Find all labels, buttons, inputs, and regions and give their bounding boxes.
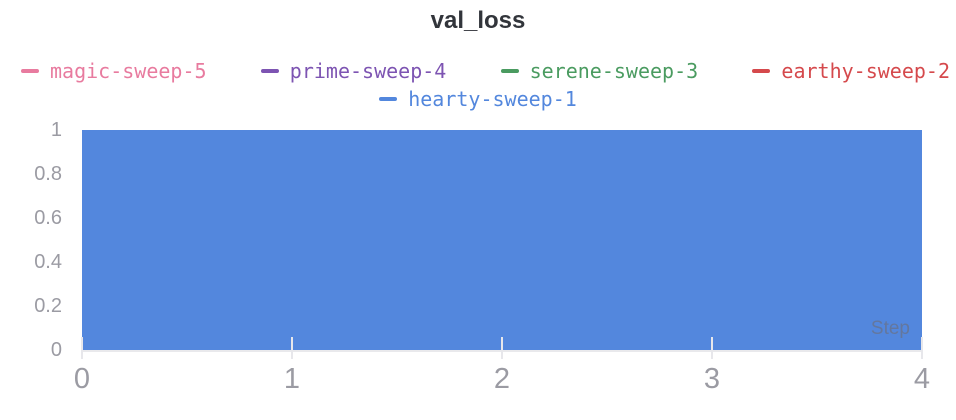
legend-item-hearty-sweep-1[interactable]: hearty-sweep-1: [379, 87, 577, 111]
chart-title: val_loss: [430, 7, 526, 34]
legend-label: magic-sweep-5: [50, 59, 207, 83]
legend-label: prime-sweep-4: [289, 59, 447, 83]
y-tick-label: 1: [50, 119, 62, 141]
legend-row-2: hearty-sweep-1: [0, 85, 956, 113]
series-area-hearty-sweep-1[interactable]: [82, 130, 922, 350]
legend-row-1: magic-sweep-5 prime-sweep-4 serene-sweep-3…: [0, 57, 956, 85]
legend-swatch-icon: [500, 69, 519, 73]
x-tick-mark: [291, 337, 293, 359]
x-tick-label: 0: [73, 363, 91, 395]
x-tick-mark: [81, 337, 83, 359]
y-tick-label: 0: [50, 339, 62, 361]
legend-label: earthy-sweep-2: [781, 59, 950, 83]
legend-item-magic-sweep-5[interactable]: magic-sweep-5: [21, 59, 207, 83]
legend-swatch-icon: [260, 69, 279, 73]
x-tick-label: 2: [493, 363, 511, 395]
legend-swatch-icon: [21, 69, 39, 73]
y-tick-label: 0.2: [34, 295, 62, 317]
x-tick-mark: [501, 337, 503, 359]
x-tick-mark: [921, 337, 923, 359]
x-axis-title: Step: [870, 318, 910, 339]
legend-label: hearty-sweep-1: [408, 87, 577, 111]
legend-item-serene-sweep-3[interactable]: serene-sweep-3: [500, 59, 699, 83]
legend-swatch-icon: [752, 69, 771, 73]
legend-swatch-icon: [379, 97, 398, 101]
x-tick-label: 1: [283, 363, 301, 395]
y-tick-label: 0.6: [34, 207, 62, 229]
legend-label: serene-sweep-3: [529, 59, 699, 83]
legend-item-prime-sweep-4[interactable]: prime-sweep-4: [260, 59, 447, 83]
y-tick-label: 0.8: [34, 163, 62, 185]
plot-area[interactable]: Step: [82, 130, 922, 350]
legend-item-earthy-sweep-2[interactable]: earthy-sweep-2: [752, 59, 950, 83]
x-tick-label: 4: [913, 363, 931, 395]
x-tick-mark: [711, 337, 713, 359]
y-tick-label: 0.4: [34, 251, 62, 273]
x-tick-label: 3: [703, 363, 721, 395]
